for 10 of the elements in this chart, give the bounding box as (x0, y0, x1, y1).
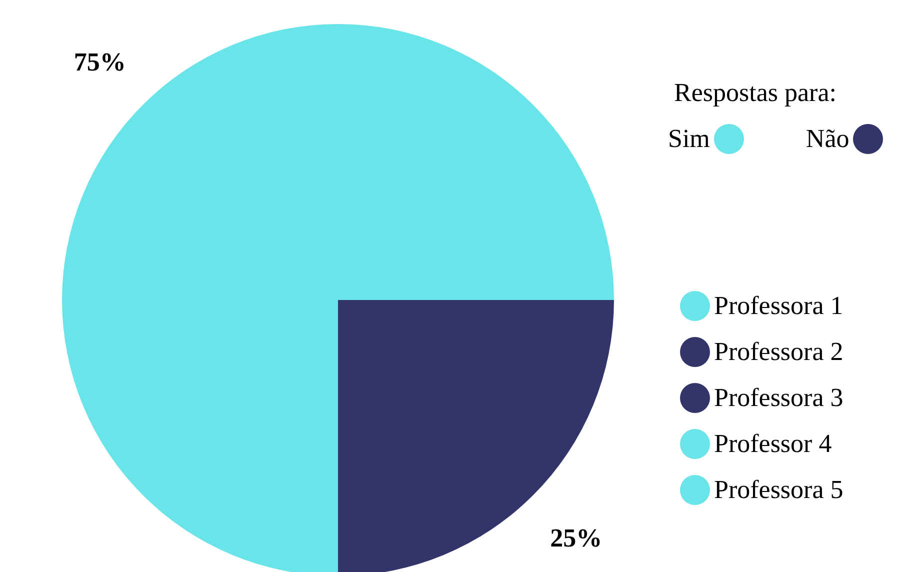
data-label: 25% (550, 524, 602, 553)
text: Professora 1 (714, 291, 844, 320)
legend-label: Não (806, 124, 850, 154)
text: Professora 3 (714, 383, 844, 412)
text: Professora 5 (714, 475, 844, 504)
text: Professora 2 (714, 337, 844, 366)
data-label: 75% (74, 47, 126, 76)
legend-title: Respostas para: (674, 78, 838, 108)
legend-label: Sim (668, 124, 710, 154)
text: Professor 4 (714, 429, 832, 458)
